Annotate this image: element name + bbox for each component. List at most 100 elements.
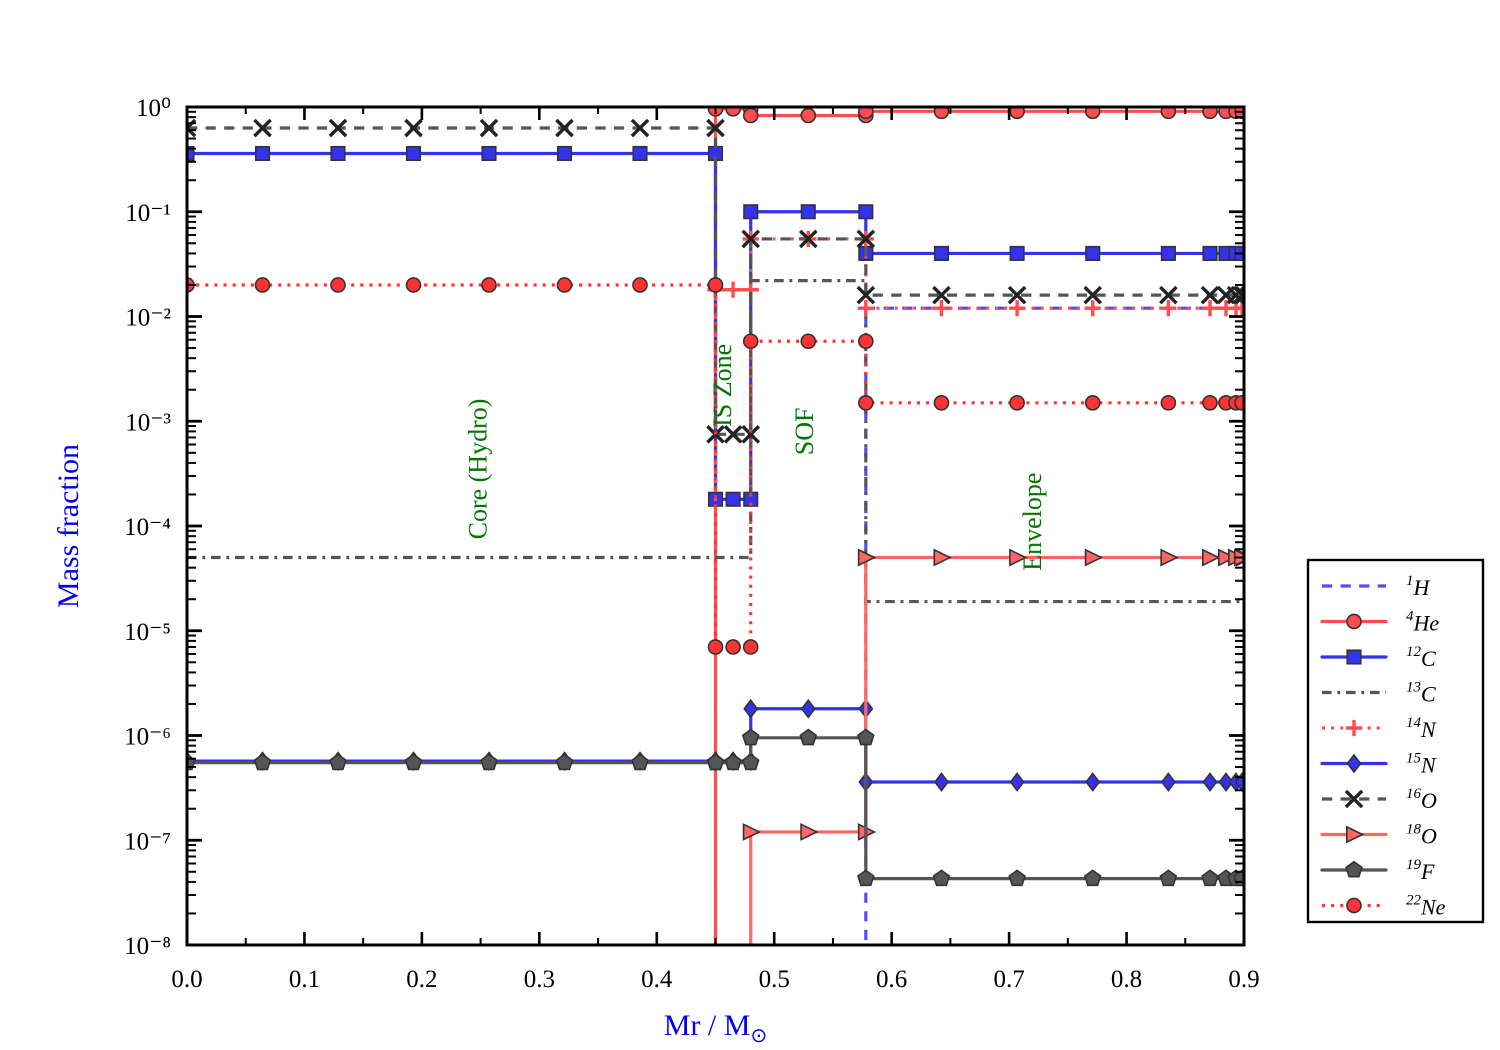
legend-element-1H: H — [1413, 575, 1431, 600]
marker-4He — [800, 107, 817, 124]
series-22Ne — [187, 277, 1244, 655]
series-4He — [707, 107, 1244, 945]
marker-18O — [1160, 548, 1179, 567]
marker-12C — [1160, 245, 1176, 261]
legend-label-13C: 13C — [1406, 680, 1436, 707]
markers-22Ne — [187, 277, 1244, 655]
marker-12C — [933, 245, 950, 261]
marker-18O — [800, 823, 819, 841]
data-layer — [187, 107, 1244, 945]
marker-19F — [799, 728, 818, 746]
marker-19F — [1008, 869, 1026, 887]
legend-item-1H[interactable]: 1H — [1322, 573, 1431, 600]
marker-16O — [1007, 285, 1027, 305]
x-ticks: 0.0 0.1 0.2 0.3 0.4 0.5 0.6 0.7 0.8 0.9 — [171, 107, 1260, 993]
legend-element-15N: N — [1420, 753, 1437, 778]
x-stroke-2 — [328, 118, 348, 138]
legend-item-14N[interactable]: 14N — [1322, 715, 1437, 742]
marker-12C — [254, 145, 271, 162]
marker-22Ne — [1009, 394, 1025, 411]
legend-mass-18O: 18 — [1406, 822, 1422, 838]
legend-element-16O: O — [1421, 788, 1437, 813]
marker-12C — [405, 145, 422, 162]
marker-15N — [933, 772, 949, 792]
marker-22Ne — [556, 277, 573, 293]
marker-16O — [479, 118, 499, 138]
x-stroke-2 — [555, 118, 574, 138]
marker-19F — [1201, 869, 1219, 887]
marker-4He — [1202, 107, 1218, 120]
legend-item-18O[interactable]: 18O — [1320, 822, 1437, 849]
marker-22Ne — [405, 277, 422, 293]
marker-14N — [725, 281, 742, 298]
legend-item-13C[interactable]: 13C — [1322, 680, 1436, 707]
legend-item-4He[interactable]: 4He — [1320, 609, 1439, 636]
legend-label-1H: 1H — [1406, 573, 1431, 600]
marker-16O — [856, 285, 876, 305]
marker-19F — [741, 753, 760, 771]
legend-item-16O[interactable]: 16O — [1322, 786, 1437, 813]
y-tick-label: 10⁰ — [136, 95, 171, 122]
marker-18O — [1218, 548, 1237, 567]
marker-22Ne — [707, 277, 724, 293]
markers-19F — [187, 728, 1244, 887]
x-tick-label: 0.7 — [993, 966, 1024, 993]
marker-22Ne — [481, 277, 497, 293]
legend-label-19F: 19F — [1406, 857, 1435, 884]
x-tick-label: 0.5 — [759, 966, 790, 993]
x-tick-label: 0.4 — [641, 966, 673, 993]
legend-item-12C[interactable]: 12C — [1320, 644, 1436, 671]
legend-label-16O: 16O — [1406, 786, 1437, 813]
marker-22Ne — [933, 394, 950, 411]
legend-item-15N[interactable]: 15N — [1320, 751, 1437, 778]
marker-12C — [800, 204, 816, 220]
marker-19F — [329, 753, 347, 771]
legend-element-19F: F — [1420, 859, 1435, 884]
x-stroke-2 — [723, 425, 743, 444]
marker-12C — [1202, 245, 1218, 261]
legend-label-18O: 18O — [1406, 822, 1437, 849]
x-axis-label: Mr / M⊙ — [664, 1009, 767, 1047]
marker-19F — [706, 753, 725, 771]
series-19F — [187, 728, 1244, 887]
x-stroke-1 — [187, 125, 197, 138]
marker-22Ne — [632, 277, 648, 293]
marker-14N — [933, 300, 950, 317]
marker-18O — [857, 548, 877, 567]
marker-4He — [742, 107, 759, 124]
x-axis-label-sun: ⊙ — [750, 1025, 767, 1047]
marker-16O — [723, 425, 743, 444]
legend-element-13C: C — [1421, 682, 1436, 707]
marker-22Ne — [800, 333, 817, 350]
y-tick-label: 10⁻⁷ — [124, 828, 171, 855]
marker-16O — [741, 229, 761, 249]
marker-16O — [1232, 285, 1244, 305]
legend-label-14N: 14N — [1406, 715, 1437, 742]
marker-22Ne — [1202, 394, 1218, 411]
marker-18O — [1084, 548, 1104, 567]
legend-item-22Ne[interactable]: 22Ne — [1322, 893, 1446, 920]
marker-22Ne — [742, 639, 759, 655]
line-22Ne — [187, 283, 1244, 649]
marker-19F — [724, 753, 742, 771]
x-stroke-2 — [798, 229, 818, 249]
marker-18O — [933, 548, 952, 567]
marker-15N — [1085, 772, 1101, 792]
marker-22Ne — [330, 277, 346, 293]
marker-19F — [480, 753, 498, 771]
marker-15N — [1202, 772, 1218, 792]
marker-legend-12C — [1346, 649, 1362, 665]
x-stroke-2 — [932, 285, 951, 305]
x-axis-label-mr: Mr / M — [664, 1009, 751, 1042]
y-tick-label: 10⁻³ — [125, 409, 171, 436]
marker-18O — [742, 823, 762, 841]
marker-legend-18O — [1346, 825, 1365, 844]
region-label-sof: SOF — [790, 408, 819, 456]
marker-19F — [1159, 869, 1178, 887]
markers-18O — [742, 548, 1244, 841]
markers-4He — [707, 107, 1244, 124]
marker-legend-22Ne — [1346, 897, 1362, 914]
marker-16O — [706, 118, 725, 138]
marker-14N — [1084, 300, 1101, 317]
legend-item-19F[interactable]: 19F — [1320, 857, 1435, 884]
